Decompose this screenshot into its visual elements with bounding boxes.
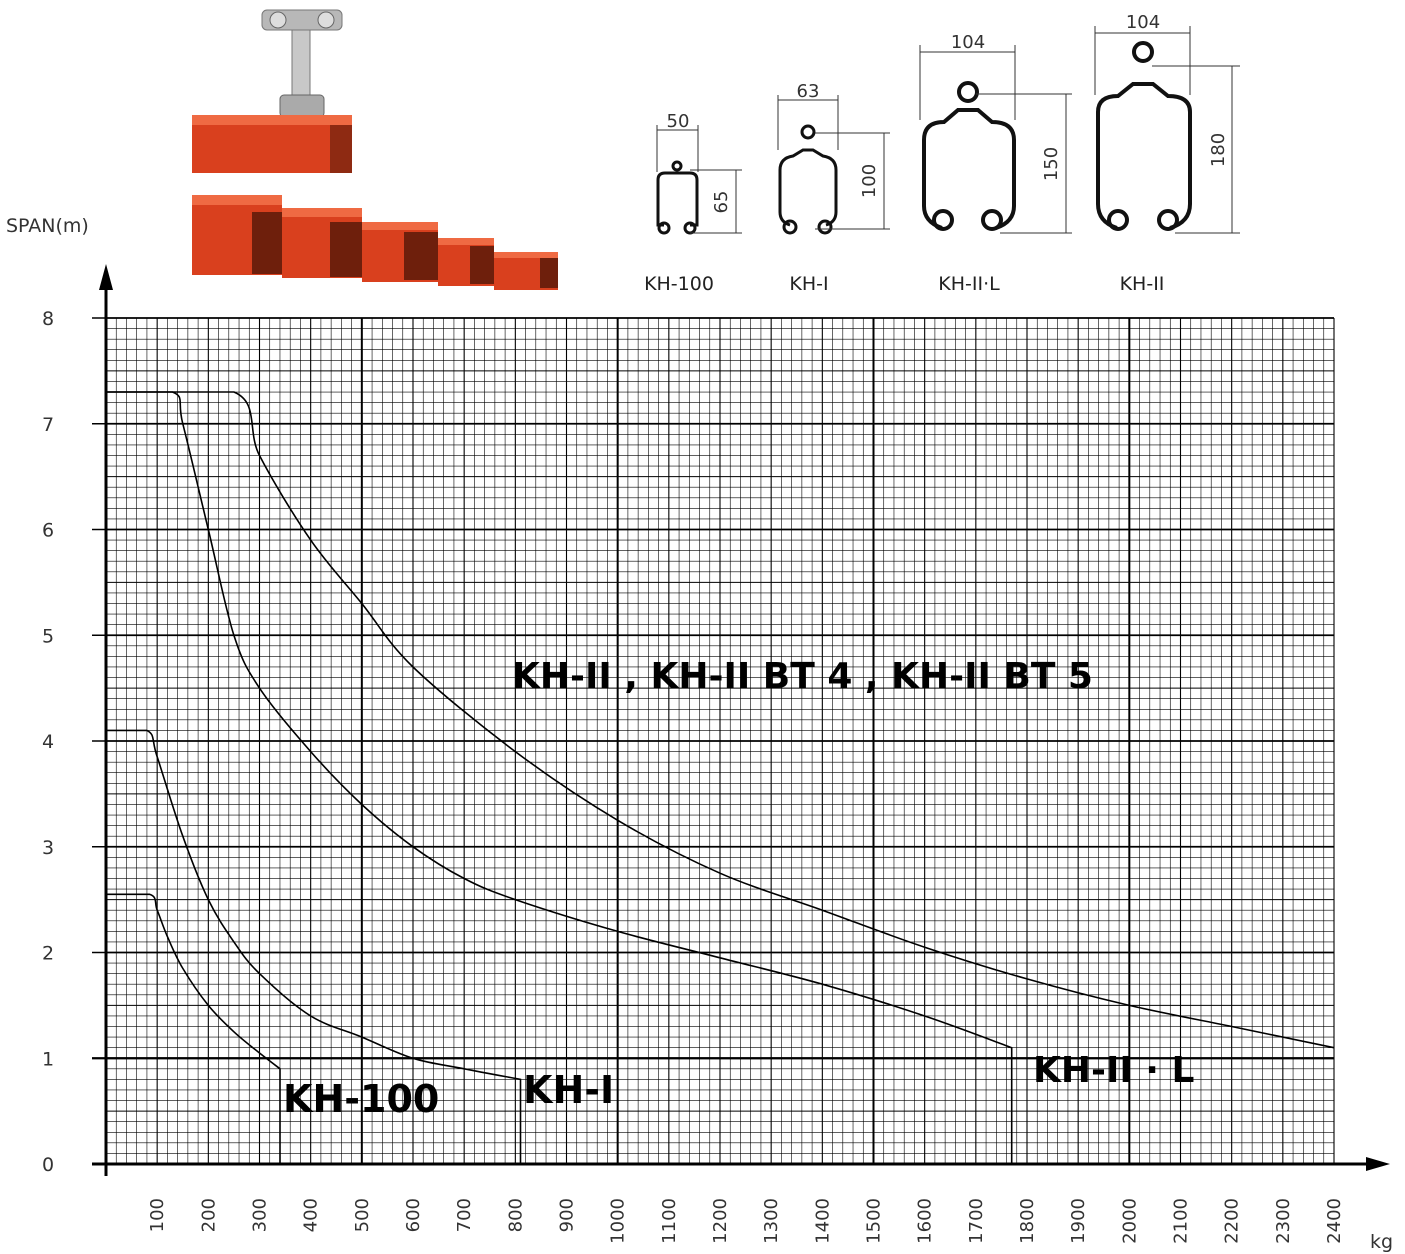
x-tick-label: 2400 [1324, 1198, 1345, 1244]
chart-series [106, 391, 1335, 1164]
chart-grid [92, 317, 1335, 1165]
dim-width-kh100: 50 [667, 111, 690, 132]
dim-height-khii-l: 150 [1041, 147, 1062, 181]
y-tick-label: 6 [42, 520, 54, 542]
y-tick-label: 5 [42, 625, 54, 647]
x-axis-arrow [1366, 1157, 1390, 1171]
dim-height-kh100: 65 [711, 191, 732, 214]
x-tick-label: 900 [557, 1198, 578, 1232]
x-tick-labels: 100 200 300 400 500 600 700 800 900 1000 1100 1200 1… [147, 1198, 1345, 1244]
dimension-texts: 50 65 63 100 104 150 104 180 [667, 12, 1229, 213]
y-tick-labels: 0 1 2 3 4 5 6 7 8 [42, 308, 106, 1176]
series-line-0 [106, 893, 281, 1164]
y-tick-label: 8 [42, 308, 54, 330]
rail-photo [190, 0, 562, 295]
profile-names: KH-100 KH-I KH-II·L KH-II [644, 273, 1164, 295]
x-tick-label: 1400 [812, 1198, 833, 1244]
x-tick-label: 1300 [761, 1198, 782, 1244]
y-axis-arrow [99, 264, 113, 290]
label-khi: KH-I [523, 1068, 614, 1112]
y-tick-label: 2 [42, 943, 54, 965]
x-tick-label: 2200 [1222, 1198, 1243, 1244]
chart-axes [92, 264, 1390, 1176]
x-tick-label: 700 [454, 1198, 475, 1232]
x-tick-label: 800 [505, 1198, 526, 1232]
dimension-lines [656, 26, 1240, 234]
label-khii: KH-II , KH-II BT 4 , KH-II BT 5 [512, 656, 1093, 697]
series-line-1 [106, 729, 522, 1164]
y-axis-label: SPAN(m) [6, 215, 89, 237]
x-tick-label: 1000 [608, 1198, 629, 1244]
x-tick-label: 100 [147, 1198, 168, 1232]
x-tick-label: 600 [403, 1198, 424, 1232]
profile-name-khi: KH-I [789, 273, 828, 295]
x-tick-label: 1500 [864, 1198, 885, 1244]
x-tick-label: 2300 [1273, 1198, 1294, 1244]
x-tick-label: 1600 [915, 1198, 936, 1244]
y-tick-label: 0 [42, 1154, 54, 1176]
x-tick-label: 500 [352, 1198, 373, 1232]
dim-height-khi: 100 [859, 164, 880, 198]
x-tick-label: 1200 [710, 1198, 731, 1244]
dim-width-khii-l: 104 [951, 32, 985, 53]
x-tick-label: 300 [250, 1198, 271, 1232]
x-axis-label: kg [1370, 1231, 1393, 1253]
profile-kh100 [656, 160, 699, 235]
x-tick-label: 1700 [966, 1198, 987, 1244]
profile-name-kh100: KH-100 [644, 273, 714, 295]
profile-name-khii-l: KH-II·L [938, 273, 1000, 295]
y-tick-label: 3 [42, 837, 54, 859]
x-tick-label: 2000 [1119, 1198, 1140, 1244]
x-tick-label: 2100 [1171, 1198, 1192, 1244]
y-tick-label: 1 [42, 1048, 54, 1070]
label-khii-l: KH-II · L [1033, 1050, 1194, 1091]
label-kh100: KH-100 [283, 1077, 439, 1121]
y-tick-label: 4 [42, 731, 54, 753]
profile-khi [778, 124, 838, 235]
profile-khii [1096, 41, 1192, 231]
series-line-2 [106, 391, 1013, 1164]
y-tick-label: 7 [42, 414, 54, 436]
dim-width-khi: 63 [797, 81, 820, 102]
x-tick-label: 1900 [1068, 1198, 1089, 1244]
x-tick-label: 200 [198, 1198, 219, 1232]
x-tick-label: 1100 [659, 1198, 680, 1244]
profile-name-khii: KH-II [1120, 273, 1165, 295]
dim-height-khii: 180 [1208, 133, 1229, 167]
series-line-3 [106, 391, 1335, 1049]
x-tick-label: 400 [301, 1198, 322, 1232]
x-tick-label: 1800 [1017, 1198, 1038, 1244]
dim-width-khii: 104 [1126, 12, 1160, 33]
profile-khii-l [922, 81, 1016, 231]
